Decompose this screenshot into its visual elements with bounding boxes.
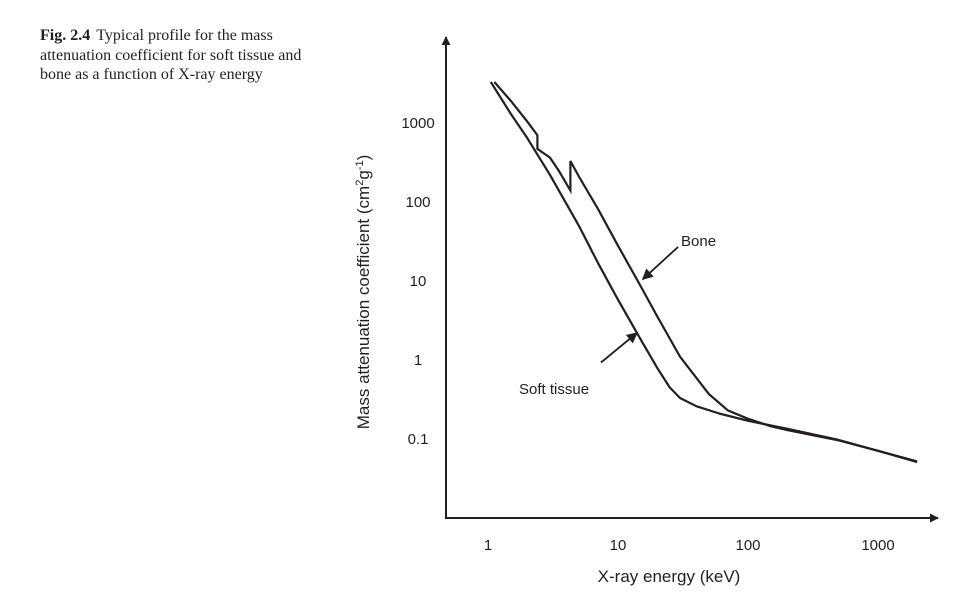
y-axis-title: Mass attenuation coefficient (cm2g-1) [354,155,373,430]
y-tick-label: 1000 [401,115,434,132]
x-tick-label: 10 [610,537,627,554]
bone-annotation-arrow [641,246,679,281]
x-tick-label: 1 [484,537,492,554]
x-tick-labels: 1 10 100 1000 [484,537,895,554]
figure-caption: Fig. 2.4 Typical profile for the mass att… [40,26,302,85]
soft-tissue-annotation-arrow [600,332,638,364]
y-tick-labels: 0.1 1 10 100 1000 [401,115,434,448]
series-line-soft-tissue [489,81,918,463]
figure-label: Fig. 2.4 [40,27,91,44]
soft-tissue-annotation-label: Soft tissue [519,381,589,398]
y-tick-label: 0.1 [408,431,429,448]
x-tick-label: 1000 [861,537,894,554]
x-axis-title: X-ray energy (keV) [598,567,741,586]
y-tick-label: 1 [414,352,422,369]
x-tick-label: 100 [735,537,760,554]
y-tick-label: 10 [410,273,427,290]
bone-annotation-label: Bone [681,233,716,250]
figure-caption-text: Typical profile for the mass attenuation… [40,27,302,83]
series-line-bone [493,81,918,464]
y-tick-label: 100 [405,194,430,211]
